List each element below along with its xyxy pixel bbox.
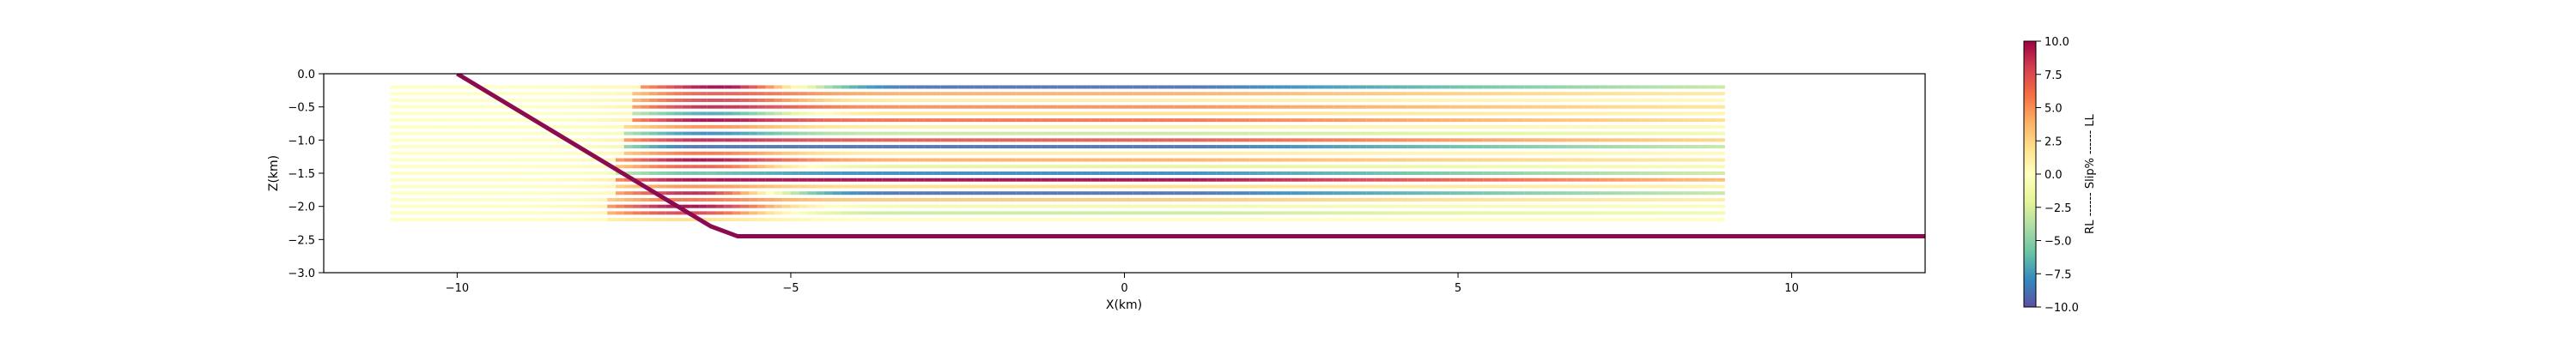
colorbar-label: RL ------ Slip% ------ LL <box>2084 113 2097 233</box>
y-tick-label: −2.0 <box>288 202 315 214</box>
x-tick-label: −10 <box>446 282 469 295</box>
colorbar-tick-label: −2.5 <box>2044 202 2072 215</box>
x-axis-label: X(km) <box>1106 298 1142 312</box>
colorbar-tick-label: 7.5 <box>2044 69 2063 82</box>
colorbar-tick-label: −5.0 <box>2044 236 2072 249</box>
y-tick-label: −1.0 <box>288 135 315 147</box>
colorbar-tick-label: 10.0 <box>2044 36 2069 49</box>
colorbar-ticks: 10.0 7.5 5.0 2.5 0.0 −2.5 −5.0 −7.5 −10.0 <box>2036 36 2079 315</box>
plot-area <box>390 74 1925 238</box>
horizon-lines <box>390 85 1725 222</box>
colorbar-tick-label: −7.5 <box>2044 268 2072 281</box>
colorbar-tick-label: 0.0 <box>2044 169 2063 182</box>
x-tick-label: −5 <box>782 282 799 295</box>
y-axis-label: Z(km) <box>267 155 281 191</box>
x-axis-ticks: −10 −5 0 5 10 <box>446 273 1799 295</box>
colorbar-tick-label: 2.5 <box>2044 135 2063 148</box>
x-tick-label: 10 <box>1784 282 1799 295</box>
x-tick-label: 0 <box>1121 282 1127 295</box>
y-tick-label: −3.0 <box>288 268 315 280</box>
colorbar-gradient <box>2023 40 2037 308</box>
x-tick-label: 5 <box>1455 282 1461 295</box>
y-tick-label: 0.0 <box>297 69 315 81</box>
y-tick-label: −1.5 <box>288 168 315 181</box>
y-axis-ticks: 0.0 −0.5 −1.0 −1.5 −2.0 −2.5 −3.0 <box>288 69 324 280</box>
y-tick-label: −2.5 <box>288 234 315 247</box>
fault-line <box>456 74 1925 238</box>
colorbar-tick-label: 5.0 <box>2044 103 2063 116</box>
colorbar-tick-label: −10.0 <box>2044 302 2079 315</box>
colorbar: 10.0 7.5 5.0 2.5 0.0 −2.5 −5.0 −7.5 −10.0 RL ---… <box>2023 36 2097 315</box>
y-tick-label: −0.5 <box>288 102 315 115</box>
